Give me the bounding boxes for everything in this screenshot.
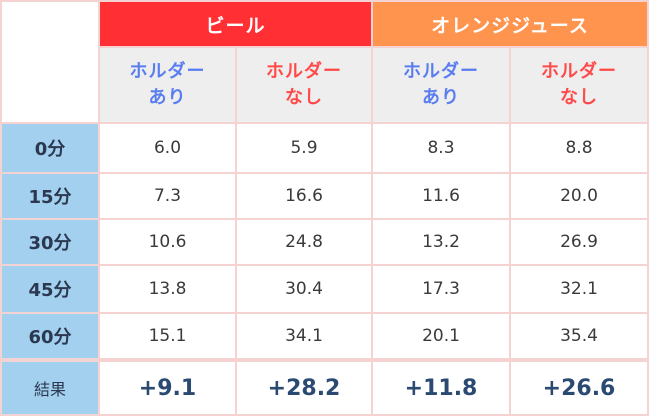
result-cell: +28.2 bbox=[237, 362, 371, 414]
table-cell: 11.6 bbox=[373, 174, 509, 218]
table-corner bbox=[2, 2, 98, 122]
subheader-line1: ホルダー bbox=[541, 61, 617, 82]
table-cell: 32.1 bbox=[511, 266, 647, 312]
table-cell: 6.0 bbox=[100, 124, 235, 172]
table-cell: 35.4 bbox=[511, 314, 647, 358]
subheader-beer-with-holder: ホルダー あり bbox=[100, 48, 235, 122]
table-cell: 30.4 bbox=[237, 266, 371, 312]
subheader-oj-with-holder: ホルダー あり bbox=[373, 48, 509, 122]
row-label-60min: 60分 bbox=[2, 314, 98, 358]
table-cell: 15.1 bbox=[100, 314, 235, 358]
row-label-15min: 15分 bbox=[2, 174, 98, 218]
row-label-45min: 45分 bbox=[2, 266, 98, 312]
table-cell: 17.3 bbox=[373, 266, 509, 312]
group-header-orange-juice: オレンジジュース bbox=[373, 2, 647, 46]
table-cell: 7.3 bbox=[100, 174, 235, 218]
subheader-line2: あり bbox=[422, 87, 460, 108]
row-label-result: 結果 bbox=[2, 362, 98, 414]
group-header-beer: ビール bbox=[100, 2, 371, 46]
subheader-line1: ホルダー bbox=[129, 61, 206, 82]
result-cell: +9.1 bbox=[100, 362, 235, 414]
table-cell: 26.9 bbox=[511, 220, 647, 264]
table-cell: 10.6 bbox=[100, 220, 235, 264]
table-cell: 20.1 bbox=[373, 314, 509, 358]
table-cell: 8.3 bbox=[373, 124, 509, 172]
table-cell: 13.8 bbox=[100, 266, 235, 312]
table-cell: 20.0 bbox=[511, 174, 647, 218]
subheader-beer-without-holder: ホルダー なし bbox=[237, 48, 371, 122]
table-cell: 5.9 bbox=[237, 124, 371, 172]
table-cell: 13.2 bbox=[373, 220, 509, 264]
row-label-0min: 0分 bbox=[2, 124, 98, 172]
result-cell: +26.6 bbox=[511, 362, 647, 414]
subheader-line1: ホルダー bbox=[266, 61, 342, 82]
subheader-line2: なし bbox=[560, 87, 598, 108]
table-cell: 34.1 bbox=[237, 314, 371, 358]
subheader-line1: ホルダー bbox=[403, 61, 479, 82]
subheader-line2: あり bbox=[148, 87, 187, 108]
table-cell: 24.8 bbox=[237, 220, 371, 264]
table-cell: 16.6 bbox=[237, 174, 371, 218]
table-cell: 8.8 bbox=[511, 124, 647, 172]
result-cell: +11.8 bbox=[373, 362, 509, 414]
subheader-oj-without-holder: ホルダー なし bbox=[511, 48, 647, 122]
subheader-line2: なし bbox=[285, 87, 323, 108]
row-label-30min: 30分 bbox=[2, 220, 98, 264]
